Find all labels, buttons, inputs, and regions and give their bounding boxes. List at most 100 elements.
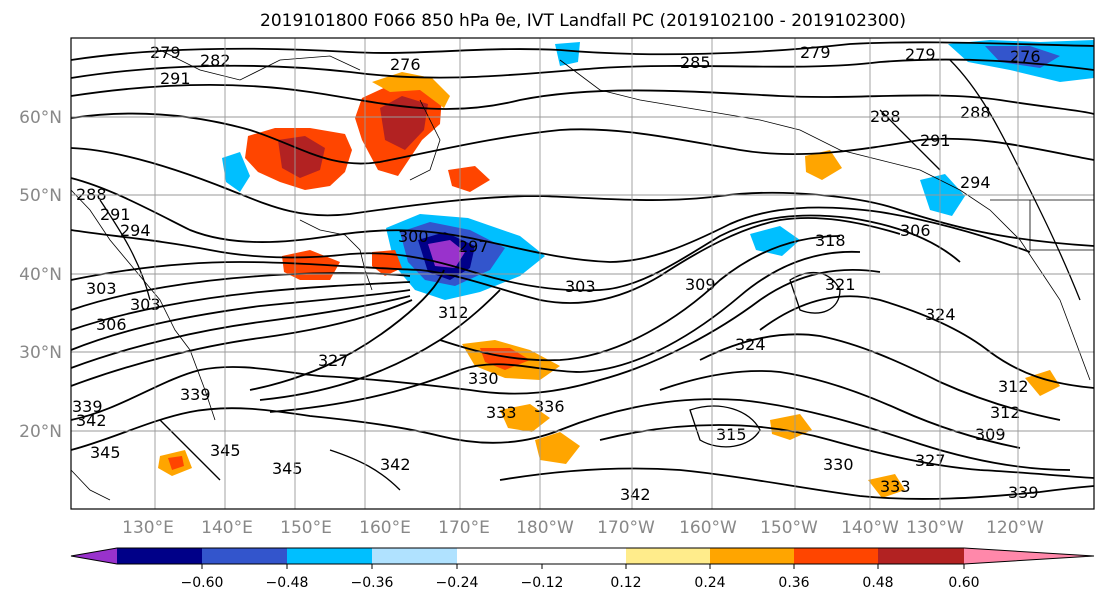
colorbar-tick-label: 0.60 — [948, 575, 979, 591]
contour-label: 306 — [900, 221, 931, 240]
negative-anomaly-siberia-small — [222, 152, 250, 192]
positive-anomaly-kamchatka-fringe — [372, 72, 450, 108]
colorbar-tick-label: −0.24 — [436, 575, 479, 591]
negative-anomaly-arctic-core — [985, 46, 1060, 68]
negative-anomaly-nw-pacific-core — [428, 240, 465, 268]
contour-label: 276 — [390, 55, 421, 74]
colorbar-tick-label: 0.24 — [694, 575, 725, 591]
map-panel: 279 282 276 285 279 279 276 288 288 291 … — [70, 37, 1095, 510]
positive-anomaly-okhotsk — [448, 166, 490, 192]
negative-anomaly-east — [750, 226, 800, 256]
lon-label: 180°W — [516, 518, 574, 538]
lat-label: 30°N — [19, 343, 62, 363]
contour-label: 312 — [990, 403, 1021, 422]
contour-label: 339 — [1008, 483, 1039, 502]
contour-label: 285 — [680, 53, 711, 72]
contour-label: 315 — [716, 425, 747, 444]
contour-label: 309 — [685, 275, 716, 294]
positive-anomaly-kamchatka-core — [380, 96, 428, 150]
contour-label: 297 — [458, 237, 489, 256]
positive-anomaly-west-tropics-core — [168, 456, 184, 470]
colorbar-segment — [117, 548, 202, 564]
colorbar-tick-label: 0.12 — [610, 575, 641, 591]
colorbar-segment — [287, 548, 372, 564]
contour-label: 327 — [318, 351, 349, 370]
contour-label: 342 — [76, 411, 107, 430]
positive-anomaly-bands — [868, 474, 905, 498]
contour-label: 330 — [823, 455, 854, 474]
contour-label: 327 — [915, 451, 946, 470]
theta-e-contours — [70, 41, 1095, 500]
colorbar-tick-label: −0.12 — [521, 575, 564, 591]
map-frame — [70, 37, 1095, 510]
contour-label: 339 — [180, 385, 211, 404]
positive-anomaly-siberia-core — [278, 136, 325, 178]
contour-label: 333 — [880, 477, 911, 496]
lon-label: 120°W — [986, 518, 1044, 538]
positive-anomaly-hawaii — [535, 432, 580, 464]
positive-anomaly-gulf — [805, 150, 842, 180]
contour-label: 342 — [380, 455, 411, 474]
positive-anomaly-central-pacific — [500, 404, 550, 432]
contour-label: 291 — [160, 69, 191, 88]
colorbar-segment — [457, 548, 542, 564]
colorbar-segment — [710, 548, 794, 564]
lon-label: 170°E — [438, 518, 490, 538]
contour-label: 303 — [86, 279, 117, 298]
colorbar-segment — [372, 548, 457, 564]
contour-label: 294 — [120, 221, 151, 240]
contour-label: 312 — [438, 303, 469, 322]
colorbar-ticks — [201, 564, 965, 569]
colorbar-segment — [626, 548, 710, 564]
map-background — [71, 38, 1094, 509]
gridlines — [71, 38, 1094, 509]
lon-label: 140°E — [201, 518, 253, 538]
contour-label: 291 — [100, 205, 131, 224]
contour-label: 345 — [272, 459, 303, 478]
lat-label: 20°N — [19, 422, 62, 442]
contour-label: 279 — [150, 43, 181, 62]
colorbar-segment — [542, 548, 626, 564]
contour-label: 303 — [565, 277, 596, 296]
colorbar-tick-label: −0.48 — [266, 575, 309, 591]
lat-label: 40°N — [19, 265, 62, 285]
contour-label: 345 — [90, 443, 121, 462]
contour-label: 276 — [1010, 47, 1041, 66]
lon-label: 150°W — [760, 518, 818, 538]
contour-label: 333 — [486, 403, 517, 422]
contour-label: 330 — [468, 369, 499, 388]
contour-label: 291 — [920, 131, 951, 150]
colorbar-tick-label: 0.36 — [778, 575, 809, 591]
contour-label: 303 — [130, 295, 161, 314]
contour-label: 342 — [620, 485, 651, 504]
negative-anomaly-bering — [555, 42, 580, 66]
contour-label: 294 — [960, 173, 991, 192]
contour-label: 306 — [96, 315, 127, 334]
lat-label: 60°N — [19, 108, 62, 128]
figure-title: 2019101800 F066 850 hPa θe, IVT Landfall… — [260, 11, 906, 31]
lon-label: 160°E — [359, 518, 411, 538]
contour-labels: 279 282 276 285 279 279 276 288 288 291 … — [72, 43, 1041, 504]
lon-label: 130°W — [906, 518, 964, 538]
contour-label: 318 — [815, 231, 846, 250]
colorbar-extend-right — [964, 548, 1094, 564]
colorbar: −0.60 −0.48 −0.36 −0.24 −0.12 0.12 0.24 … — [70, 547, 1095, 591]
contour-label: 279 — [800, 43, 831, 62]
contour-label: 300 — [398, 227, 429, 246]
colorbar-segment — [878, 548, 964, 564]
lon-label: 150°E — [280, 518, 332, 538]
colorbar-segment — [202, 548, 287, 564]
colorbar-segment — [794, 548, 878, 564]
lon-label: 170°W — [597, 518, 655, 538]
lat-label: 50°N — [19, 186, 62, 206]
contour-label: 288 — [960, 103, 991, 122]
longitude-labels: 130°E 140°E 150°E 160°E 170°E 180°W 170°… — [122, 518, 1044, 538]
lon-label: 160°W — [679, 518, 737, 538]
lon-label: 130°E — [122, 518, 174, 538]
contour-label: 309 — [975, 425, 1006, 444]
contour-label: 288 — [870, 107, 901, 126]
contour-label: 282 — [200, 51, 231, 70]
contour-label: 312 — [998, 377, 1029, 396]
colorbar-tick-label: −0.36 — [351, 575, 394, 591]
